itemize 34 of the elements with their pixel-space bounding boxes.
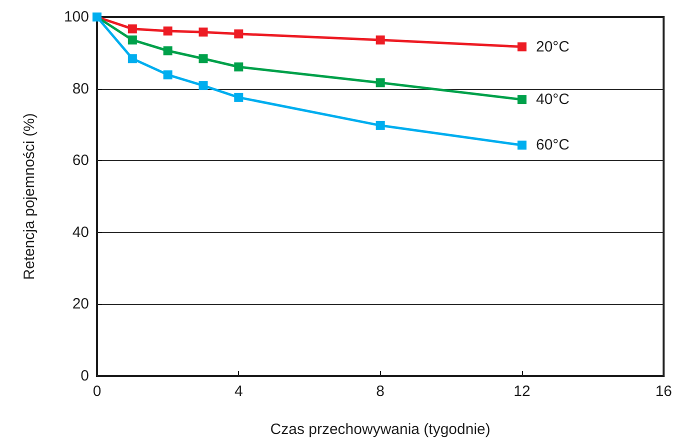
point [234, 62, 244, 72]
point [163, 46, 172, 56]
y-tick-label: 40 [72, 224, 89, 241]
x-tick-label: 4 [234, 383, 243, 400]
y-tick-label: 0 [80, 368, 89, 384]
point [128, 54, 137, 64]
y-axis-title: Retencja pojemności (%) [21, 113, 38, 280]
x-tick-label: 8 [376, 383, 384, 400]
point [128, 35, 137, 44]
y-tick-label: 20 [72, 296, 89, 313]
y-tick-label: 100 [64, 8, 89, 26]
point [234, 92, 244, 102]
y-tick-label: 80 [72, 80, 89, 98]
point [376, 35, 385, 44]
point [234, 29, 244, 38]
point [198, 54, 208, 64]
x-tick-label: 16 [655, 383, 672, 400]
point [163, 70, 172, 80]
point [517, 95, 526, 104]
point [198, 28, 208, 37]
y-tick-label: 60 [72, 152, 89, 170]
x-tick-label: 0 [92, 383, 102, 400]
series-label: 40°C [536, 91, 570, 108]
x-axis-title: Czas przechowywania (tygodnie) [270, 421, 490, 438]
point [376, 78, 385, 88]
series-label: 60°C [536, 136, 570, 154]
point [198, 81, 208, 90]
point [517, 140, 526, 150]
point [163, 26, 172, 36]
x-tick-label: 12 [514, 383, 530, 400]
series-label: 20°C [536, 38, 570, 56]
point [517, 42, 526, 52]
point [376, 120, 385, 130]
point [128, 24, 137, 34]
